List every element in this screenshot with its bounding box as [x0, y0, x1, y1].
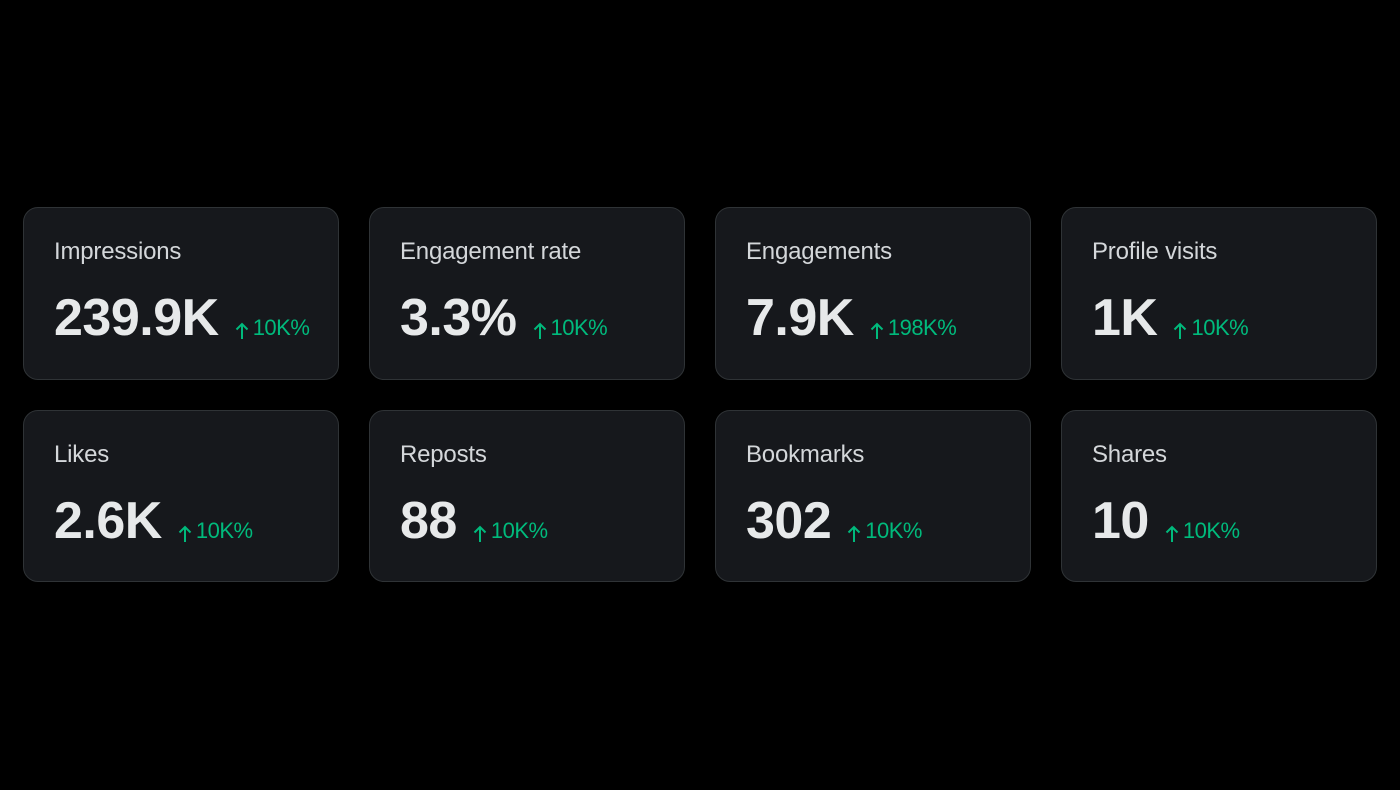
up-arrow-icon [473, 525, 487, 542]
metric-value: 3.3% [400, 289, 517, 347]
metric-row: 2.6K 10K% [54, 491, 338, 551]
metric-label: Likes [54, 441, 110, 468]
change-text: 198K% [887, 315, 957, 340]
metric-value: 1K [1092, 289, 1158, 347]
change-text: 10K% [195, 518, 253, 543]
metric-label: Impressions [54, 238, 182, 265]
change-text: 10K% [490, 518, 548, 543]
metric-change: 10K% [235, 315, 310, 341]
metric-change: 10K% [178, 518, 253, 544]
metric-row: 302 10K% [746, 491, 1030, 551]
metric-change: 10K% [533, 315, 608, 341]
metric-value: 302 [746, 492, 832, 550]
metric-card: Engagement rate 3.3% 10K% [369, 207, 685, 380]
metric-row: 7.9K 198K% [746, 288, 1030, 348]
metric-change: 10K% [1173, 315, 1249, 341]
metric-card: Likes 2.6K 10K% [23, 410, 339, 582]
metric-row: 3.3% 10K% [400, 288, 684, 348]
metric-value: 10 [1092, 492, 1149, 550]
metric-change: 10K% [473, 518, 548, 544]
metric-value: 239.9K [54, 289, 219, 347]
metric-card: Engagements 7.9K 198K% [715, 207, 1031, 380]
metric-card: Shares 10 10K% [1061, 410, 1377, 582]
metrics-grid: Impressions 239.9K 10K% Engagement rate 3.3%… [23, 207, 1377, 582]
metric-value: 88 [400, 492, 457, 550]
up-arrow-icon [1165, 525, 1179, 542]
metric-change: 10K% [1165, 518, 1240, 544]
change-text: 10K% [550, 315, 608, 340]
up-arrow-icon [178, 525, 192, 542]
metric-value: 2.6K [54, 492, 162, 550]
change-text: 10K% [1182, 518, 1240, 543]
up-arrow-icon [235, 322, 248, 339]
metric-row: 1K 10K% [1092, 288, 1376, 348]
metric-label: Profile visits [1092, 238, 1218, 265]
metric-card: Profile visits 1K 10K% [1061, 207, 1377, 380]
metric-row: 239.9K 10K% [54, 288, 338, 348]
metric-card: Impressions 239.9K 10K% [23, 207, 339, 380]
metric-label: Engagements [746, 238, 892, 265]
metric-card: Reposts 88 10K% [369, 410, 685, 582]
up-arrow-icon [533, 322, 546, 339]
metric-change: 198K% [870, 315, 957, 341]
up-arrow-icon [848, 525, 861, 542]
metric-row: 10 10K% [1092, 491, 1376, 551]
metric-label: Bookmarks [746, 441, 865, 468]
metric-label: Reposts [400, 441, 487, 468]
metric-label: Shares [1092, 441, 1167, 468]
up-arrow-icon [1174, 322, 1187, 339]
metric-change: 10K% [847, 518, 922, 544]
change-text: 10K% [865, 518, 922, 543]
metric-value: 7.9K [746, 289, 854, 347]
metric-row: 88 10K% [400, 491, 684, 551]
up-arrow-icon [870, 322, 884, 339]
change-text: 10K% [252, 315, 310, 340]
metric-label: Engagement rate [400, 238, 582, 265]
metric-card: Bookmarks 302 10K% [715, 410, 1031, 582]
change-text: 10K% [1191, 315, 1249, 340]
